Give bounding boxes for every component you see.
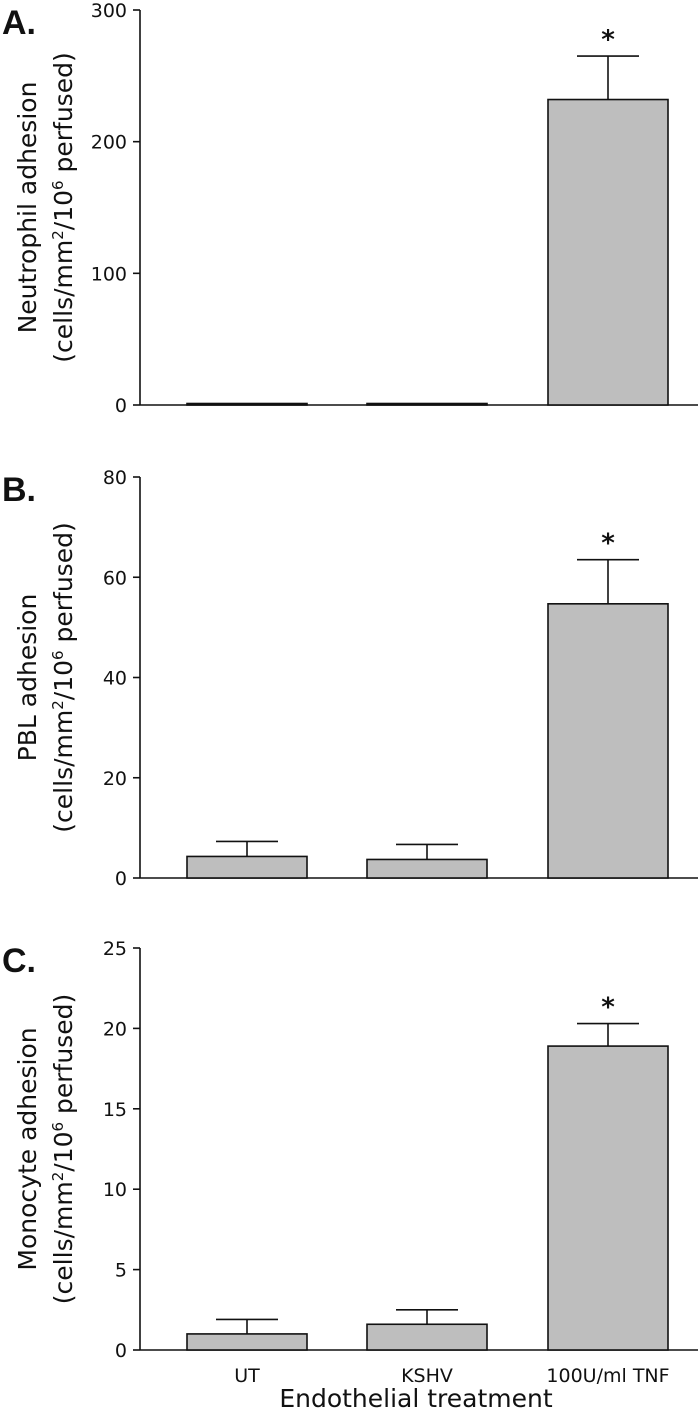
y-axis-label-part: /10	[49, 190, 78, 230]
chart-panel-1: A. 0 100 200 300 Neutrophil adhesion (cells/mm…	[2, 0, 698, 417]
bar-100u-ml-tnf	[547, 1045, 669, 1351]
bar-ut	[186, 402, 308, 406]
y-axis-label-part: perfused)	[49, 52, 78, 180]
y-tick-label: 40	[103, 668, 127, 690]
y-tick-label: 15	[103, 1099, 127, 1121]
y-tick-label: 60	[103, 567, 127, 589]
y-tick-label: 0	[115, 395, 127, 417]
significance-marker: *	[601, 529, 615, 559]
y-tick-label: 20	[103, 768, 127, 790]
y-axis-label-part: perfused)	[49, 522, 78, 650]
bar-ut	[186, 1333, 308, 1351]
panel-label: B.	[2, 471, 36, 509]
y-axis-label-part: /10	[49, 1131, 78, 1171]
y-axis-label-superscript: 6	[49, 1122, 67, 1132]
significance-marker: *	[601, 25, 615, 55]
chart-panel-2: B. 0 20 40 60 80 PBL adhesion(cells/mm2/106 pe…	[2, 467, 698, 890]
significance-marker: *	[601, 993, 615, 1023]
y-tick-label: 5	[115, 1260, 127, 1282]
x-tick-label: KSHV	[401, 1365, 453, 1387]
x-tick-label: UT	[234, 1365, 260, 1387]
y-tick-label: 20	[103, 1018, 127, 1040]
y-axis-label-part: perfused)	[49, 994, 78, 1122]
panel-label: C.	[2, 942, 36, 980]
y-axis-label-superscript: 2	[49, 700, 67, 710]
y-axis-label-part: (cells/mm	[49, 240, 78, 363]
panel-label: A.	[2, 4, 36, 42]
bar-kshv	[366, 1323, 488, 1351]
y-tick-label: 100	[91, 263, 127, 285]
y-axis-label-part: /10	[49, 660, 78, 700]
bar-100u-ml-tnf	[547, 603, 669, 879]
bar-kshv	[366, 858, 488, 879]
bar-100u-ml-tnf	[547, 98, 669, 406]
y-axis-label-superscript: 6	[49, 180, 67, 190]
chart-panel-3: C. 0 5 10 15 20 25 Monocyte adhesion (cells/mm2/…	[2, 938, 698, 1413]
y-tick-label: 0	[115, 1340, 127, 1362]
y-axis-label-superscript: 2	[49, 230, 67, 240]
y-axis-label-line2: (cells/mm2/106 perfused)	[49, 994, 78, 1304]
y-axis-label-line2: (cells/mm2/106 perfused)	[49, 52, 78, 362]
y-tick-label: 10	[103, 1179, 127, 1201]
y-axis-label-part: (cells/mm	[49, 710, 78, 833]
y-tick-label: 0	[115, 868, 127, 890]
y-axis-label-line1: Monocyte adhesion	[13, 1027, 42, 1270]
y-tick-label: 80	[103, 467, 127, 489]
y-tick-label: 25	[103, 938, 127, 960]
y-axis-label-line1: Neutrophil adhesion	[13, 82, 42, 334]
y-tick-label: 300	[91, 0, 127, 22]
y-axis-label-part: (cells/mm	[49, 1181, 78, 1304]
x-axis-label: Endothelial treatment	[279, 1384, 553, 1413]
bar-kshv	[366, 402, 488, 406]
y-axis-label-line2: (cells/mm2/106 perfused)	[49, 522, 78, 832]
y-axis-label-superscript: 6	[49, 650, 67, 660]
x-tick-label: 100U/ml TNF	[546, 1365, 669, 1387]
y-axis-label-line1: PBL adhesion	[13, 594, 42, 762]
y-axis-label-superscript: 2	[49, 1172, 67, 1182]
bar-ut	[186, 855, 308, 879]
y-tick-label: 200	[91, 132, 127, 154]
